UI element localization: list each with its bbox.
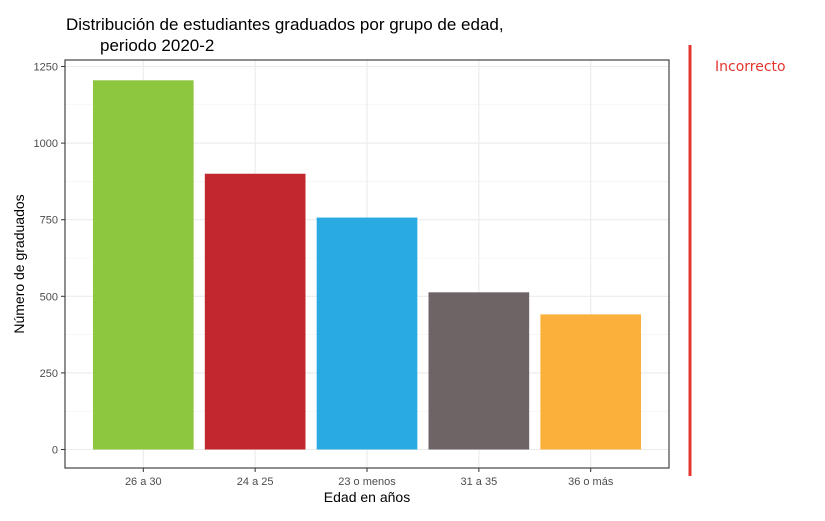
annotation-label: Incorrecto — [715, 59, 786, 75]
y-tick-label: 1250 — [34, 62, 58, 74]
bar — [204, 173, 306, 450]
x-tick-label: 36 o más — [568, 476, 614, 488]
x-axis-ticks: 26 a 30 24 a 25 23 o menos 31 a 35 36 o más — [125, 468, 614, 488]
x-tick-label: 24 a 25 — [237, 476, 274, 488]
y-axis-ticks: 0 250 500 750 1000 1250 — [34, 62, 65, 457]
bar — [540, 314, 642, 450]
bar — [316, 217, 418, 450]
bars — [92, 80, 642, 450]
y-tick-label: 1000 — [34, 138, 58, 150]
chart-title: Distribución de estudiantes graduados po… — [66, 15, 504, 34]
x-tick-label: 23 o menos — [338, 476, 396, 488]
y-tick-label: 750 — [40, 215, 58, 227]
x-axis-title: Edad en años — [324, 489, 410, 505]
y-tick-label: 250 — [40, 368, 58, 380]
bar — [428, 292, 530, 450]
x-tick-label: 31 a 35 — [461, 476, 498, 488]
y-tick-label: 500 — [40, 291, 58, 303]
y-axis-title: Número de graduados — [11, 194, 27, 333]
y-tick-label: 0 — [52, 445, 58, 457]
bar — [92, 80, 194, 450]
x-tick-label: 26 a 30 — [125, 476, 162, 488]
chart-subtitle: periodo 2020-2 — [100, 36, 214, 55]
